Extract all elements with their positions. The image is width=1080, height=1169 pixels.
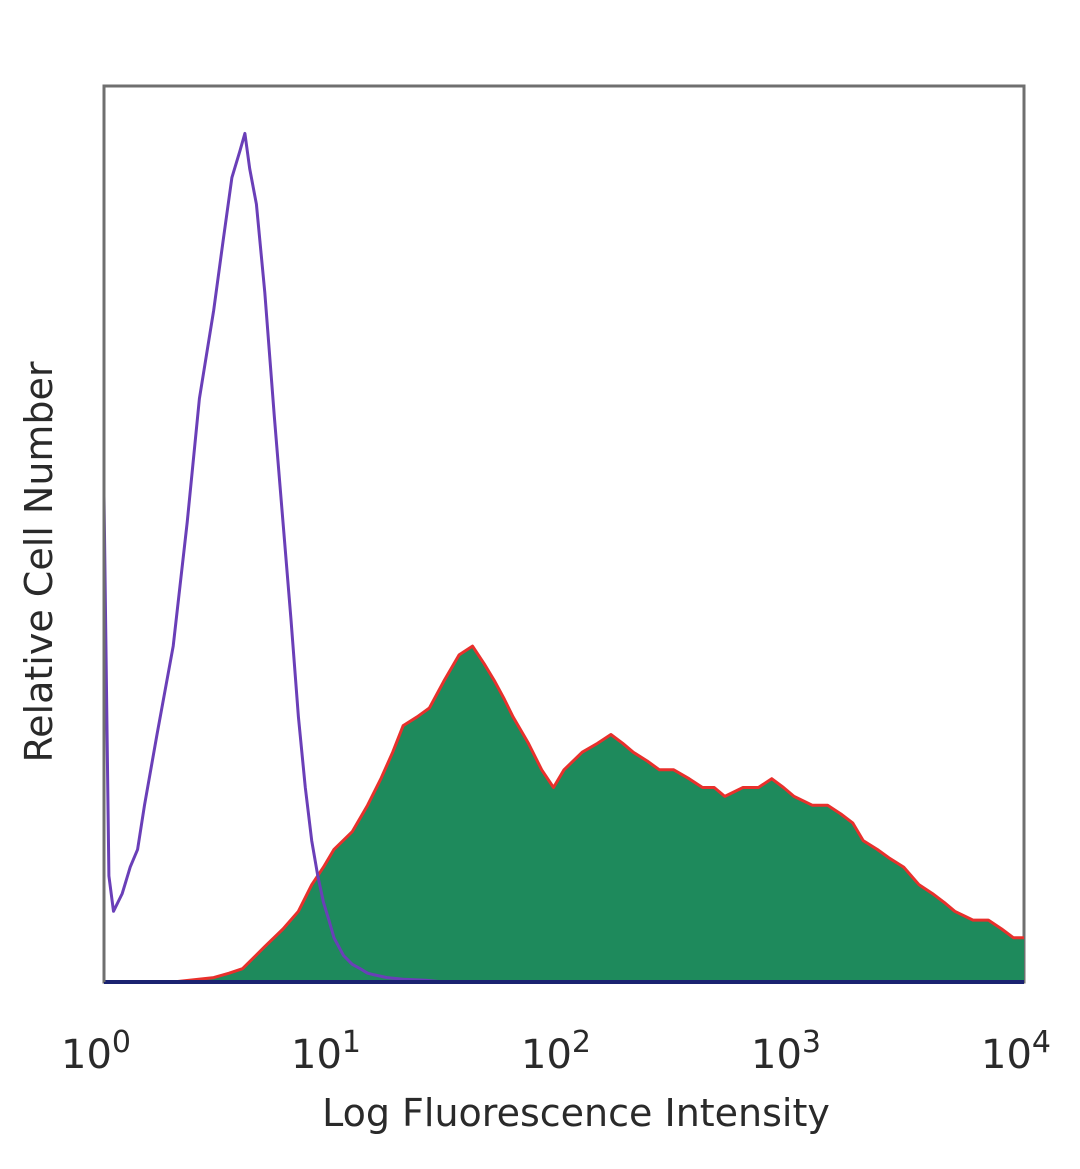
- x-tick-label: 100: [61, 1025, 131, 1078]
- x-tick-label: 101: [291, 1025, 361, 1078]
- x-axis-title: Log Fluorescence Intensity: [322, 1091, 830, 1135]
- x-tick-label: 103: [751, 1025, 821, 1078]
- x-tick-label: 102: [521, 1025, 591, 1078]
- x-tick-labels: 100 101 102 103 104: [61, 1025, 1051, 1078]
- series-0-line: [104, 644, 1024, 984]
- y-axis-title: Relative Cell Number: [17, 361, 61, 762]
- series-layer: [102, 131, 1024, 984]
- x-tick-label: 104: [981, 1025, 1051, 1078]
- series-1-line: [102, 131, 444, 984]
- series-0-area: [104, 646, 1024, 982]
